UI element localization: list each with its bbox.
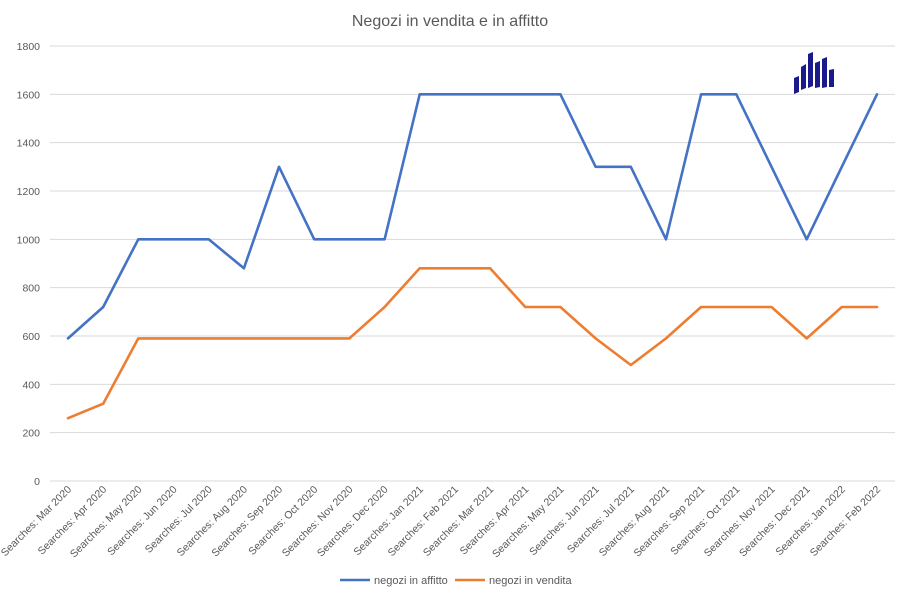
y-tick-label: 1000	[17, 234, 41, 246]
x-tick-label: Searches: Feb 2022	[808, 484, 883, 559]
legend-item-negozi-in-vendita: negozi in vendita	[455, 575, 572, 587]
legend: negozi in affitto negozi in vendita	[340, 575, 572, 587]
y-tick-label: 1600	[17, 89, 41, 101]
y-tick-label: 1400	[17, 138, 41, 150]
legend-label-negozi-in-affitto: negozi in affitto	[374, 575, 448, 587]
legend-item-negozi-in-affitto: negozi in affitto	[340, 575, 448, 587]
y-tick-label: 200	[22, 428, 40, 440]
series-lines	[66, 93, 879, 420]
series-line-negozi-in-vendita	[66, 266, 879, 420]
legend-label-negozi-in-vendita: negozi in vendita	[489, 575, 572, 587]
y-tick-label: 0	[34, 476, 40, 488]
chart-title: Negozi in vendita e in affitto	[352, 13, 548, 30]
y-tick-label: 800	[22, 283, 40, 295]
gridlines	[50, 45, 895, 482]
y-tick-label: 600	[22, 331, 40, 343]
x-tick-label: Searches: Jul 2021	[565, 484, 637, 556]
y-tick-label: 1200	[17, 186, 41, 198]
y-tick-label: 400	[22, 379, 40, 391]
series-line-negozi-in-affitto	[66, 93, 879, 340]
building-bars-logo-icon	[794, 52, 834, 94]
y-axis-ticks: 0 200 400 600 800 1000 1200 1400 1600 1800	[17, 41, 41, 488]
y-tick-label: 1800	[17, 41, 41, 53]
x-tick-label: Searches: Jul 2020	[143, 484, 215, 556]
